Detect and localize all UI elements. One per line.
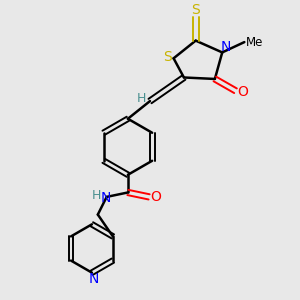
Text: O: O — [150, 190, 161, 204]
Text: N: N — [88, 272, 99, 286]
Text: S: S — [191, 3, 200, 17]
Text: S: S — [163, 50, 172, 64]
Text: H: H — [137, 92, 146, 105]
Text: Me: Me — [246, 36, 263, 49]
Text: N: N — [220, 40, 231, 54]
Text: H: H — [92, 189, 101, 202]
Text: O: O — [237, 85, 248, 99]
Text: N: N — [101, 191, 111, 206]
